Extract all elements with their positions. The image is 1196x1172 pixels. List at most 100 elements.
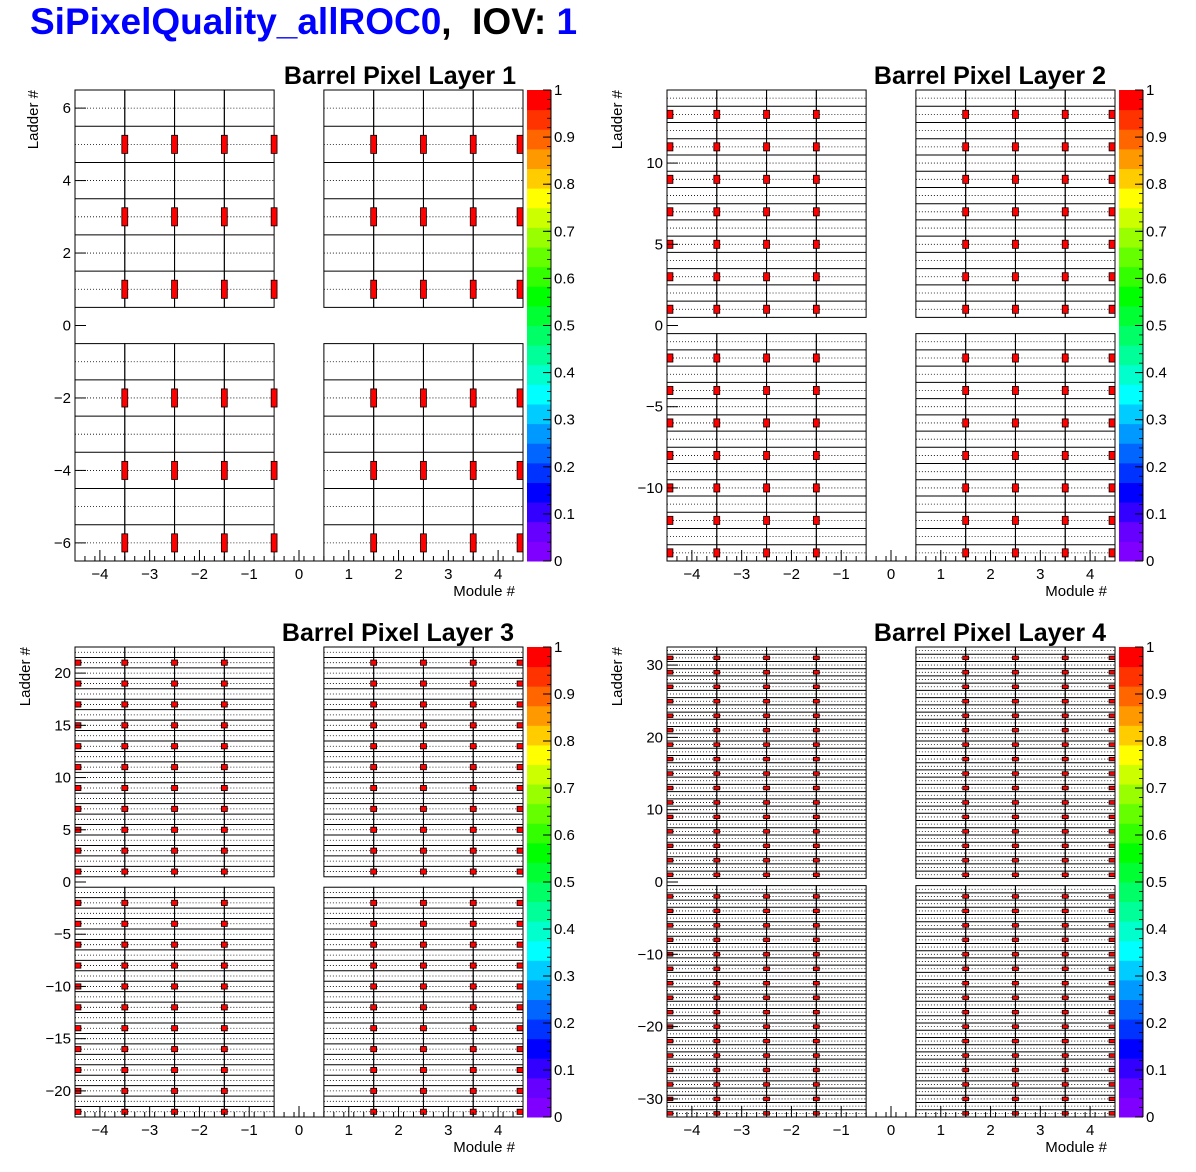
masked-roc-cell [516, 983, 524, 990]
masked-roc-cell [1012, 515, 1019, 525]
masked-roc-cell [516, 1004, 524, 1011]
color-bar-tick-label: 0.9 [1146, 686, 1167, 703]
masked-roc-cell [121, 764, 129, 771]
masked-roc-cell [962, 207, 970, 217]
masked-roc-cell [516, 962, 524, 969]
masked-roc-cell [763, 655, 770, 661]
masked-roc-cell [1012, 713, 1019, 718]
masked-roc-cell [962, 684, 970, 689]
masked-roc-cell [1012, 1082, 1019, 1087]
masked-roc-cell [812, 814, 820, 820]
masked-roc-cell [763, 937, 770, 943]
masked-roc-cell [1108, 908, 1116, 914]
masked-roc-cell [962, 995, 970, 1000]
masked-roc-cell [713, 1067, 721, 1073]
color-bar-segment [1119, 647, 1143, 668]
color-bar-segment [527, 1077, 551, 1098]
masked-roc-cell [370, 920, 378, 927]
masked-roc-cell [666, 1111, 674, 1116]
masked-roc-cell [370, 388, 378, 408]
masked-roc-cell [713, 966, 721, 971]
masked-roc-cell [763, 670, 770, 675]
masked-roc-cell [1012, 981, 1019, 986]
masked-roc-cell [370, 722, 378, 729]
color-bar-segment [1119, 423, 1143, 444]
masked-roc-cell [962, 272, 970, 282]
masked-roc-cell [420, 701, 427, 708]
x-axis-label: Module # [1045, 583, 1107, 600]
color-bar-tick-label: 0.4 [1146, 365, 1167, 382]
masked-roc-cell [171, 1066, 178, 1074]
masked-roc-cell [962, 858, 970, 863]
masked-roc-cell [1108, 1096, 1116, 1102]
masked-roc-cell [1012, 450, 1019, 460]
color-bar-segment [527, 404, 551, 425]
masked-roc-cell [763, 418, 770, 428]
color-bar-segment [527, 207, 551, 228]
color-bar-segment [527, 109, 551, 130]
color-bar: 0 0.1 0.2 0.3 0.4 0.5 0.6 0.7 0.8 0.9 1 [527, 639, 575, 1126]
masked-roc-cell [962, 670, 970, 675]
masked-roc-cell [713, 1096, 721, 1102]
masked-roc-cell [370, 805, 378, 812]
masked-roc-cell [121, 533, 129, 553]
page-title: SiPixelQuality_allROC0, IOV: 1 [30, 0, 577, 44]
color-bar-tick-label: 0 [1146, 1109, 1154, 1126]
masked-roc-cell [962, 450, 970, 460]
y-tick-label: −10 [46, 978, 71, 995]
masked-roc-cell [1061, 713, 1069, 718]
masked-roc-cell [516, 460, 524, 480]
masked-roc-cell [74, 680, 82, 687]
masked-roc-cell [420, 983, 427, 990]
color-bar-segment [1119, 266, 1143, 287]
masked-roc-cell [812, 771, 820, 776]
y-tick-label: 5 [63, 822, 71, 839]
color-bar-segment [1119, 227, 1143, 248]
masked-roc-cell [469, 1046, 477, 1053]
masked-roc-cell [713, 742, 721, 747]
masked-roc-cell [220, 207, 228, 227]
masked-roc-cell [763, 515, 770, 525]
masked-roc-cell [516, 805, 524, 812]
masked-roc-cell [420, 764, 427, 771]
masked-roc-cell [666, 109, 674, 119]
masked-roc-cell [666, 670, 674, 675]
masked-roc-cell [121, 1004, 129, 1011]
color-bar-tick-label: 0.9 [554, 129, 575, 146]
masked-roc-cell [1012, 742, 1019, 747]
masked-roc-cell [1061, 742, 1069, 747]
y-tick-label: 10 [646, 155, 663, 172]
masked-roc-cell [121, 826, 129, 833]
masked-roc-cell [1108, 142, 1116, 152]
masked-roc-cell [666, 1038, 674, 1044]
masked-roc-cell [370, 1025, 378, 1032]
color-bar-tick-label: 0.2 [554, 459, 575, 476]
masked-roc-cell [763, 814, 770, 820]
masked-roc-cell [1061, 756, 1069, 762]
color-bar-segment [527, 247, 551, 268]
x-tick-label: 0 [887, 566, 895, 583]
masked-cells [121, 134, 524, 553]
masked-roc-cell [666, 742, 674, 747]
masked-roc-cell [1108, 894, 1116, 899]
masked-roc-cell [666, 756, 674, 762]
masked-roc-cell [420, 680, 427, 687]
masked-roc-cell [962, 952, 970, 957]
masked-roc-cell [666, 785, 674, 791]
masked-roc-cell [666, 995, 674, 1000]
masked-roc-cell [1108, 548, 1116, 558]
masked-roc-cell [469, 826, 477, 833]
masked-roc-cell [1061, 450, 1069, 460]
masked-roc-cell [469, 533, 477, 553]
masked-roc-cell [74, 920, 82, 927]
color-bar-segment [527, 842, 551, 863]
masked-roc-cell [812, 966, 820, 971]
y-axis-label: Ladder # [17, 646, 34, 706]
masked-roc-cell [220, 1087, 228, 1094]
color-bar-tick-label: 0 [554, 1109, 562, 1126]
y-tick-label: −10 [638, 480, 663, 497]
masked-roc-cell [962, 304, 970, 314]
masked-roc-cell [962, 872, 970, 877]
masked-roc-cell [962, 1053, 970, 1058]
